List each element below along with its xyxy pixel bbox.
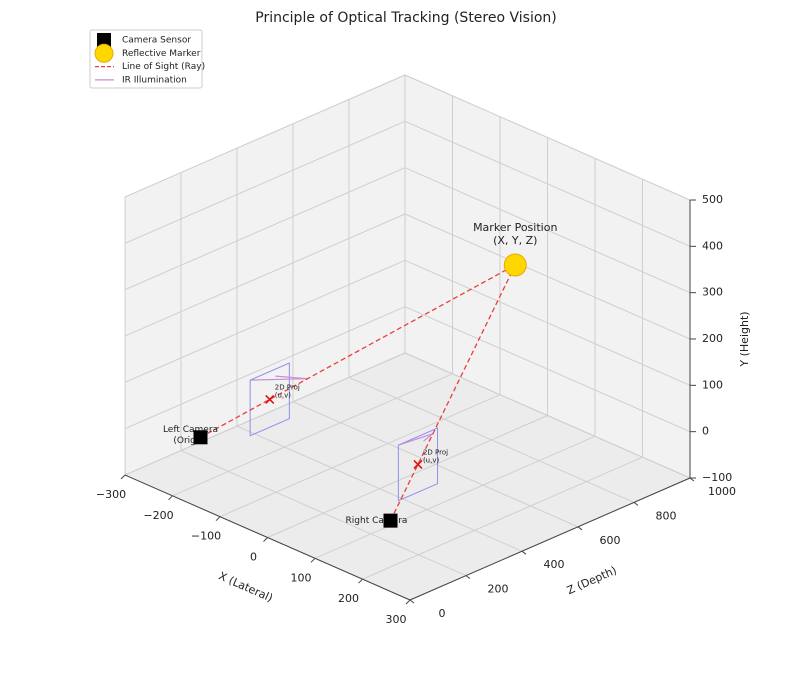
z-tick	[633, 501, 639, 506]
z-tick	[465, 575, 471, 579]
x-tick-label: 100	[291, 571, 312, 584]
x-tick	[358, 578, 363, 584]
legend-label: Reflective Marker	[122, 49, 201, 59]
image-plane	[249, 362, 290, 437]
y-tick-label: 300	[702, 286, 723, 299]
legend-label: Camera Sensor	[122, 36, 191, 46]
grid-line	[404, 259, 691, 386]
legend-box	[89, 29, 203, 89]
grid-line	[404, 213, 691, 340]
ray	[200, 264, 516, 438]
grid-line	[348, 376, 635, 503]
x-tick	[310, 557, 316, 563]
marker-label: Marker Position	[473, 221, 557, 234]
camera-label: Right Camera	[346, 516, 408, 526]
legend-swatch	[97, 33, 111, 47]
grid-line	[404, 167, 691, 294]
projection-point	[413, 459, 423, 469]
y-tick-label: 500	[702, 193, 723, 206]
x-tick	[263, 537, 268, 542]
z-tick-label: 0	[439, 607, 446, 620]
x-tick-label: −200	[143, 509, 173, 522]
x-axis-label: X (Lateral)	[217, 569, 275, 604]
grid-line	[404, 74, 691, 201]
ir-line	[275, 375, 308, 380]
x-tick-label: 300	[386, 613, 407, 626]
ir-line	[250, 378, 308, 381]
z-axis-label: Z (Depth)	[565, 564, 619, 597]
projection-label: (u,v)	[423, 456, 440, 464]
z-tick	[521, 550, 527, 555]
chart-title: Principle of Optical Tracking (Stereo Vi…	[255, 10, 557, 26]
grid-line	[404, 306, 691, 433]
grid-line	[404, 352, 691, 479]
z-tick	[409, 599, 415, 604]
image-plane	[397, 427, 439, 502]
z-tick-label: 400	[544, 558, 565, 571]
camera-label: Left Camera	[163, 425, 218, 435]
z-tick-label: 1000	[708, 485, 736, 498]
x-tick-label: −300	[96, 488, 126, 501]
camera-label: (Origin)	[173, 436, 207, 446]
grid-line	[292, 401, 579, 528]
y-tick-label: 200	[702, 332, 723, 345]
grid-line	[172, 373, 453, 497]
legend: Camera Sensor Reflective Marker Line of Si…	[89, 29, 205, 89]
z-axis	[409, 477, 691, 601]
legend-label: IR Illumination	[122, 75, 187, 85]
x-tick-label: 0	[250, 551, 257, 564]
y-tick-label: −100	[702, 471, 732, 484]
ir-line	[423, 433, 434, 442]
x-tick	[120, 474, 126, 480]
z-tick-label: 600	[600, 534, 621, 547]
grid-line	[124, 120, 406, 244]
z-tick	[577, 526, 583, 531]
projection-label: (u,v)	[275, 391, 292, 399]
grid-line	[404, 120, 691, 247]
legend-label: Line of Sight (Ray)	[122, 62, 205, 72]
y-tick-label: 400	[702, 239, 723, 252]
z-tick-label: 200	[488, 583, 509, 596]
grid-line	[124, 74, 406, 198]
x-tick	[405, 599, 411, 605]
grid-line	[236, 425, 523, 552]
legend-swatch	[94, 43, 114, 63]
grid-line	[314, 435, 596, 559]
x-tick-label: −100	[191, 530, 221, 543]
y-axis-label: Y (Height)	[738, 311, 751, 367]
grid-line	[124, 213, 406, 337]
grid-line	[219, 394, 501, 518]
grid-line	[267, 415, 548, 538]
ir-line	[398, 433, 434, 446]
grid-line	[124, 167, 406, 291]
reflective-marker	[503, 253, 527, 277]
marker-label: (X, Y, Z)	[493, 234, 537, 247]
grid-line	[124, 352, 406, 476]
x-axis	[124, 474, 411, 601]
grid-line	[180, 450, 467, 577]
camera-sensor	[383, 513, 398, 528]
grid-line	[124, 259, 406, 383]
x-tick	[168, 495, 173, 501]
projection-label: 2D Proj	[275, 383, 300, 391]
grid-line	[124, 306, 406, 430]
projection-point	[265, 394, 275, 404]
camera-sensor	[193, 430, 208, 445]
x-tick	[215, 516, 221, 522]
z-tick-label: 800	[656, 509, 677, 522]
y-tick-label: 0	[702, 425, 709, 438]
y-tick-label: 100	[702, 378, 723, 391]
grid-line	[362, 456, 643, 580]
projection-label: 2D Proj	[423, 448, 448, 456]
x-tick-label: 200	[338, 592, 359, 605]
